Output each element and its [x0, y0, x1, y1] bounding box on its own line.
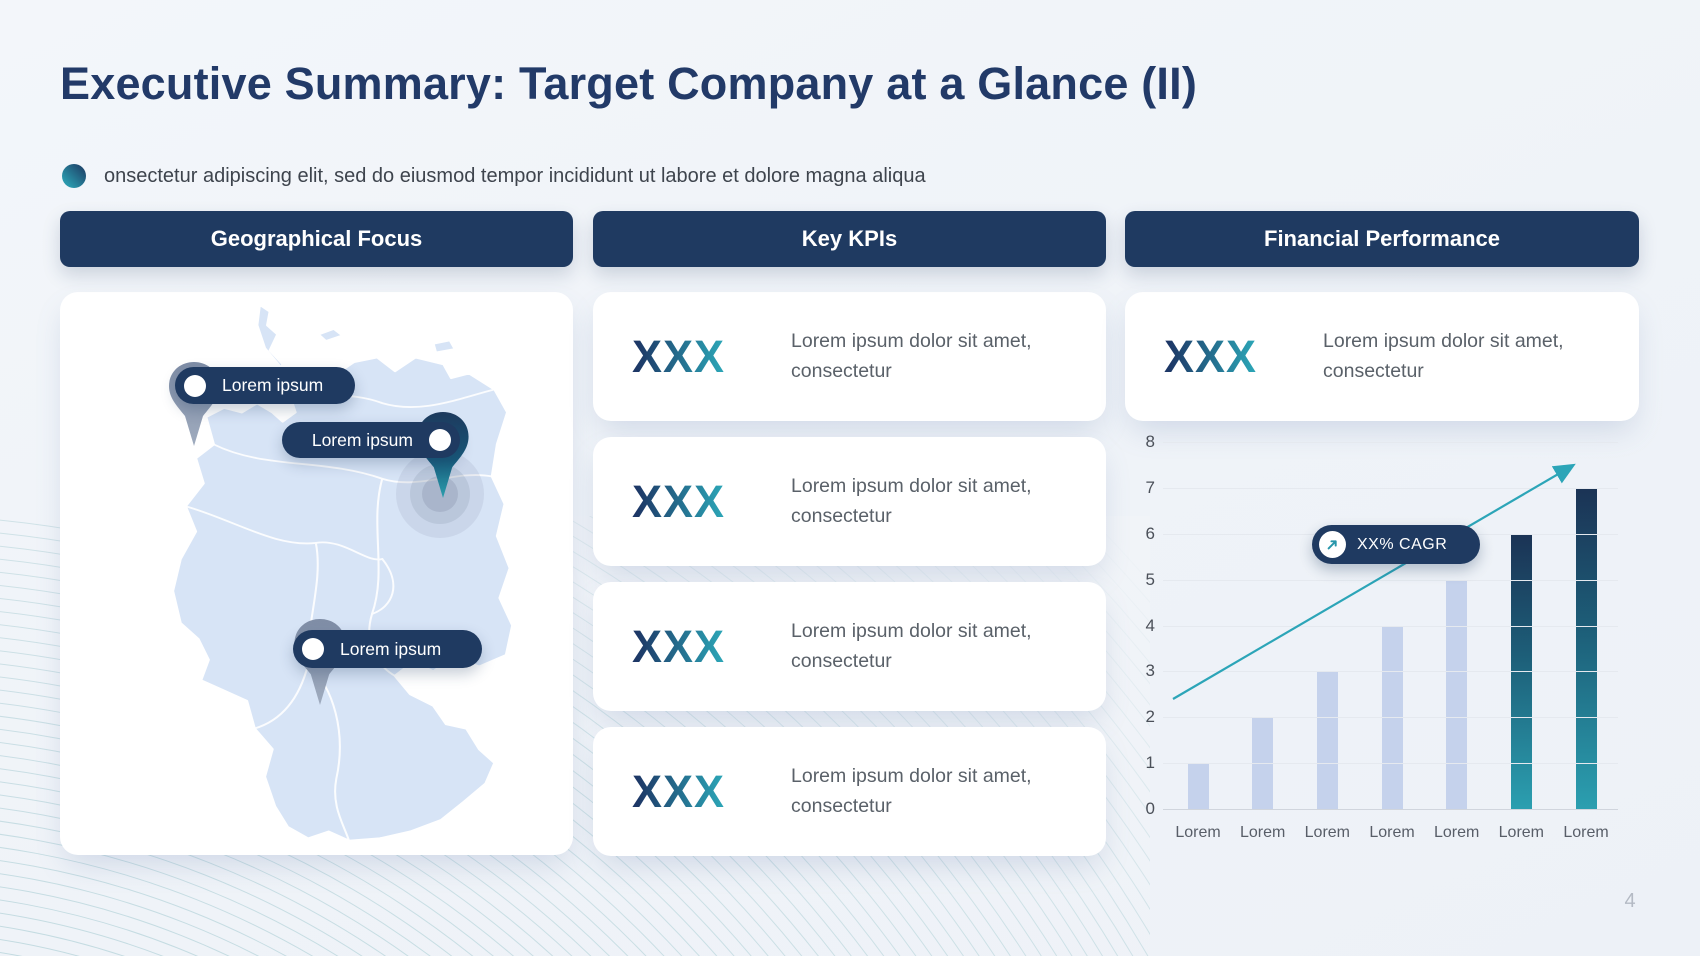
- map-pin-label-3: Lorem ipsum: [293, 630, 482, 668]
- x-axis-label: Lorem: [1498, 824, 1545, 841]
- kpi-card-3: XXX Lorem ipsum dolor sit amet, consecte…: [593, 582, 1106, 711]
- pin-label-text: Lorem ipsum: [340, 638, 442, 659]
- kpi-text: Lorem ipsum dolor sit amet, consectetur: [791, 475, 1032, 527]
- gridline: [1163, 671, 1618, 673]
- y-axis-label: 3: [1145, 661, 1155, 681]
- cagr-badge: XX% CAGR: [1312, 525, 1480, 564]
- chart-bar: [1575, 487, 1597, 809]
- y-axis-label: 1: [1145, 753, 1155, 773]
- x-axis-label: Lorem: [1239, 824, 1286, 841]
- chart-bar: [1446, 579, 1468, 809]
- x-axis-label: Lorem: [1433, 824, 1480, 841]
- y-axis-label: 6: [1145, 523, 1155, 543]
- page-number: 4: [1624, 890, 1636, 912]
- kpi-value: XXX: [632, 582, 725, 711]
- pin-dot-icon: [184, 374, 206, 397]
- trend-arrow: [1172, 463, 1576, 700]
- y-axis-label: 7: [1145, 477, 1155, 497]
- page-title: Executive Summary: Target Company at a G…: [60, 58, 1198, 109]
- gridline: [1163, 717, 1618, 719]
- gridline: [1163, 442, 1618, 443]
- x-axis-label: Lorem: [1563, 824, 1609, 841]
- y-axis-label: 2: [1145, 707, 1155, 727]
- kpi-text: Lorem ipsum dolor sit amet, consectetur: [791, 765, 1032, 817]
- kpi-value: XXX: [1164, 292, 1257, 421]
- map-pin-label-2: Lorem ipsum: [282, 422, 460, 458]
- bullet-text: onsectetur adipiscing elit, sed do eiusm…: [104, 164, 926, 187]
- section-header-financial-performance: Financial Performance: [1125, 211, 1639, 267]
- trend-up-icon: [1319, 531, 1346, 558]
- cagr-label: XX% CAGR: [1357, 535, 1448, 553]
- kpi-card-1: XXX Lorem ipsum dolor sit amet, consecte…: [593, 292, 1106, 421]
- kpi-text: Lorem ipsum dolor sit amet, consectetur: [791, 330, 1032, 382]
- gridline: [1163, 763, 1618, 765]
- chart: Lorem Lorem Lorem Lorem Lorem Lorem Lorem 8 7 6 5 4…: [1125, 430, 1639, 850]
- x-axis-label: Lorem: [1175, 824, 1221, 841]
- bullet-row: onsectetur adipiscing elit, sed do eiusm…: [62, 164, 926, 188]
- map-pin-label-1: Lorem ipsum: [175, 367, 355, 404]
- chart-bar: [1316, 671, 1338, 809]
- kpi-value: XXX: [632, 437, 725, 566]
- kpi-text: Lorem ipsum dolor sit amet, consectetur: [791, 620, 1032, 672]
- y-axis-label: 0: [1145, 799, 1155, 818]
- y-axis-label: 5: [1145, 569, 1155, 589]
- gridline: [1163, 487, 1618, 489]
- gridline: [1163, 579, 1618, 581]
- section-header-key-kpis: Key KPIs: [593, 211, 1106, 267]
- kpi-value: XXX: [632, 727, 725, 856]
- y-axis-label: 8: [1145, 432, 1155, 451]
- x-axis-label: Lorem: [1369, 824, 1415, 841]
- x-axis-label: Lorem: [1304, 824, 1350, 841]
- kpi-value: XXX: [632, 292, 725, 421]
- chart-bar: [1187, 763, 1209, 809]
- pin-label-text: Lorem ipsum: [222, 375, 324, 395]
- pin-label-text: Lorem ipsum: [311, 429, 413, 450]
- y-axis-label: 4: [1145, 615, 1155, 635]
- pin-dot-icon: [429, 429, 451, 451]
- kpi-text: Lorem ipsum dolor sit amet, consectetur: [1323, 330, 1564, 382]
- section-header-geographical-focus: Geographical Focus: [60, 211, 573, 267]
- financial-highlight-card: XXX Lorem ipsum dolor sit amet, consecte…: [1125, 292, 1639, 421]
- pin-dot-icon: [302, 638, 324, 660]
- bullet-icon: [62, 164, 86, 188]
- kpi-card-2: XXX Lorem ipsum dolor sit amet, consecte…: [593, 437, 1106, 566]
- gridline: [1163, 809, 1618, 810]
- gridline: [1163, 625, 1618, 627]
- kpi-card-4: XXX Lorem ipsum dolor sit amet, consecte…: [593, 727, 1106, 856]
